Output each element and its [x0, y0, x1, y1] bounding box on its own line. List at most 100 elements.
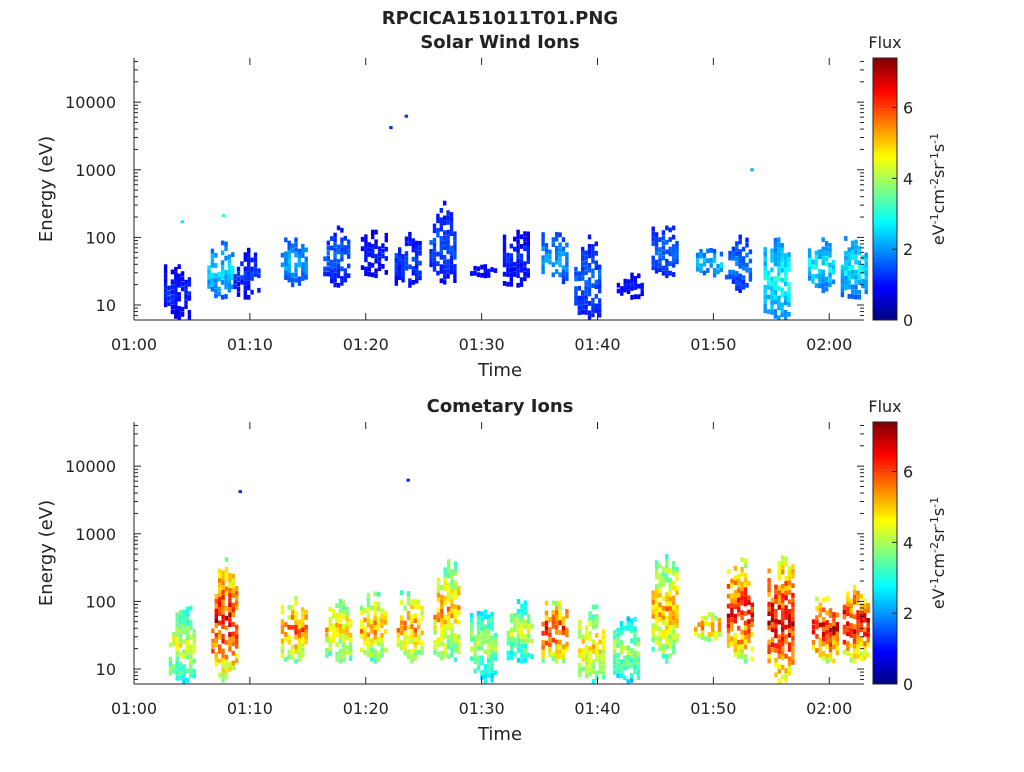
flux-cell [174, 304, 178, 310]
flux-cell [767, 644, 771, 650]
flux-cell [854, 269, 858, 275]
flux-cell [728, 269, 732, 275]
colorbar-swatch [873, 200, 897, 205]
flux-cell [665, 239, 669, 245]
flux-cell [780, 243, 784, 248]
flux-cell [811, 640, 816, 645]
flux-cell [747, 619, 751, 624]
flux-cell [449, 231, 454, 236]
colorbar-swatch [873, 555, 897, 560]
flux-cell [633, 631, 637, 636]
flux-cell [326, 240, 330, 246]
flux-cell [665, 644, 669, 650]
flux-cell [856, 649, 860, 654]
flux-cell [612, 649, 617, 655]
colorbar-unit-label: eV-1cm-2sr-1s-1 [928, 497, 948, 609]
flux-cell [781, 664, 785, 670]
flux-cell [294, 596, 298, 601]
flux-cell [766, 275, 771, 281]
flux-cell [700, 625, 705, 631]
flux-cell [773, 290, 778, 295]
flux-cell [331, 623, 336, 629]
flux-cell [654, 232, 659, 237]
flux-cell [856, 653, 860, 659]
flux-cell [733, 604, 737, 609]
flux-cell [850, 250, 855, 256]
flux-cell [345, 630, 349, 636]
colorbar-swatch [873, 101, 897, 106]
flux-cell [555, 625, 559, 630]
flux-cell [371, 234, 375, 240]
flux-cell [671, 258, 676, 263]
flux-cell [433, 640, 437, 645]
flux-cell [743, 620, 748, 626]
flux-cell [398, 247, 402, 253]
flux-cell [473, 640, 477, 645]
flux-cell [767, 568, 771, 574]
flux-cell [476, 665, 481, 671]
flux-cell [584, 255, 588, 261]
flux-cell [791, 568, 795, 574]
colorbar-swatch [873, 290, 897, 295]
flux-cell [210, 272, 215, 278]
flux-cell [301, 248, 305, 254]
flux-cell [343, 235, 347, 241]
flux-cell [866, 603, 870, 608]
flux-cell [840, 269, 845, 275]
flux-cell [331, 638, 336, 644]
flux-cell [363, 636, 367, 641]
flux-cell [665, 601, 669, 607]
flux-cell [857, 280, 862, 285]
flux-cell [733, 575, 737, 581]
flux-cell [294, 629, 298, 635]
flux-cell [243, 280, 247, 286]
flux-cell [420, 645, 424, 651]
flux-cell [457, 610, 461, 615]
flux-cell [717, 627, 722, 632]
flux-cell [633, 636, 637, 641]
colorbar-swatch [873, 523, 897, 528]
flux-cell [541, 269, 545, 275]
flux-cell [846, 646, 850, 651]
flux-cell [781, 674, 785, 680]
colorbar-swatch [873, 509, 897, 513]
flux-cell [747, 638, 751, 644]
flux-cell [373, 601, 377, 606]
flux-cell [822, 655, 826, 661]
flux-cell [825, 658, 829, 664]
flux-cell [396, 627, 400, 633]
flux-cell [224, 241, 228, 247]
flux-cell [520, 618, 524, 624]
flux-cell [598, 307, 602, 313]
flux-cell [767, 611, 771, 616]
flux-cell [726, 583, 731, 589]
flux-cell [185, 635, 190, 640]
flux-cell [612, 640, 617, 645]
flux-cell [338, 618, 343, 624]
flux-cell [616, 632, 620, 638]
flux-cell [418, 250, 422, 256]
flux-cell [658, 602, 662, 608]
flux-cell [770, 291, 774, 296]
colorbar-swatch [873, 576, 897, 580]
colorbar-swatch [873, 116, 897, 120]
flux-cell [740, 654, 744, 659]
flux-cell [859, 627, 864, 633]
flux-cell [591, 258, 595, 264]
flux-cell [767, 592, 771, 597]
flux-cell [846, 591, 850, 597]
flux-cell [555, 620, 559, 625]
flux-cell [709, 248, 713, 253]
flux-cell [304, 274, 308, 280]
flux-cell [731, 251, 736, 257]
flux-cell [558, 654, 562, 660]
flux-cell [224, 606, 229, 611]
flux-cell [297, 619, 302, 625]
flux-cell [588, 611, 592, 617]
flux-cell [480, 645, 484, 651]
flux-cell [336, 244, 341, 250]
flux-cell [174, 314, 178, 319]
flux-cell [440, 636, 444, 642]
flux-cell [584, 644, 589, 650]
flux-cell [598, 654, 602, 660]
